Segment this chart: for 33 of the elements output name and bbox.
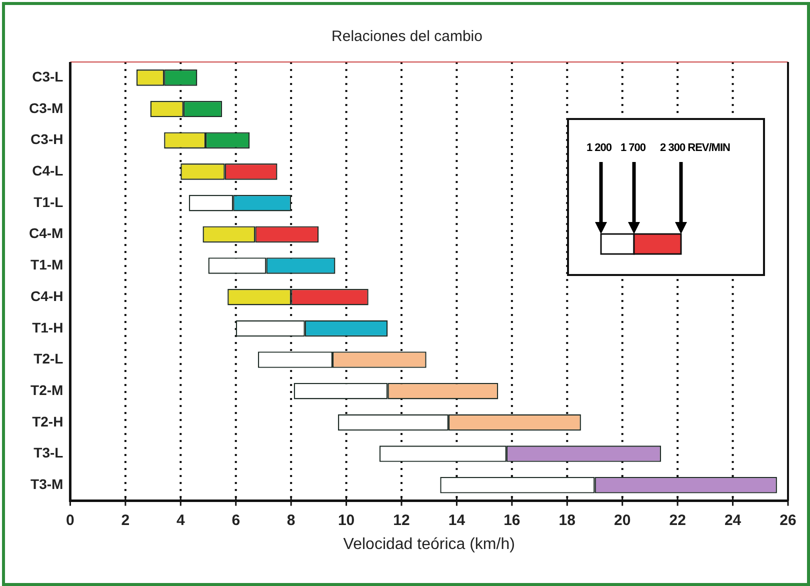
annotation: 1 200 [586,142,612,154]
y-tick-label: C3-H [30,131,64,148]
y-tick-label: T1-M [30,256,64,273]
y-tick-label: C3-M [28,100,64,116]
x-tick-label: 18 [558,512,576,529]
y-tick-label: T3-L [34,444,64,461]
y-tick-label: T2-L [34,350,64,367]
x-tick-label: 8 [286,512,296,529]
y-tick-label: C4-H [30,288,64,304]
y-tick-label: T2-H [32,413,64,430]
annotation: 2 300 REV/MIN [660,142,730,154]
x-tick-label: 16 [504,512,520,529]
x-tick-label: 26 [780,512,796,529]
x-tick-label: 22 [669,512,686,529]
annotation: 1 700 [620,142,646,154]
x-tick-label: 10 [338,512,355,529]
x-tick-label: 14 [448,512,466,529]
x-tick-label: 6 [232,512,240,529]
x-tick-label: 12 [393,512,410,529]
chart-title: Relaciones del cambio [332,28,482,46]
x-tick-label: 4 [176,512,186,529]
x-tick-label: 24 [724,512,742,529]
x-tick-label: 2 [121,512,130,529]
x-tick-label: 0 [66,512,74,529]
y-tick-label: C4-L [32,162,64,179]
y-tick-label: T2-M [30,382,64,398]
y-tick-label: T3-M [30,476,64,492]
y-tick-label: C3-L [32,68,64,85]
y-tick-label: T1-H [32,319,64,336]
y-tick-label: T1-L [34,194,64,210]
x-tick-label: 20 [614,512,631,529]
y-tick-label: C4-M [28,225,64,242]
x-axis-title: Velocidad teórica (km/h) [343,536,515,553]
